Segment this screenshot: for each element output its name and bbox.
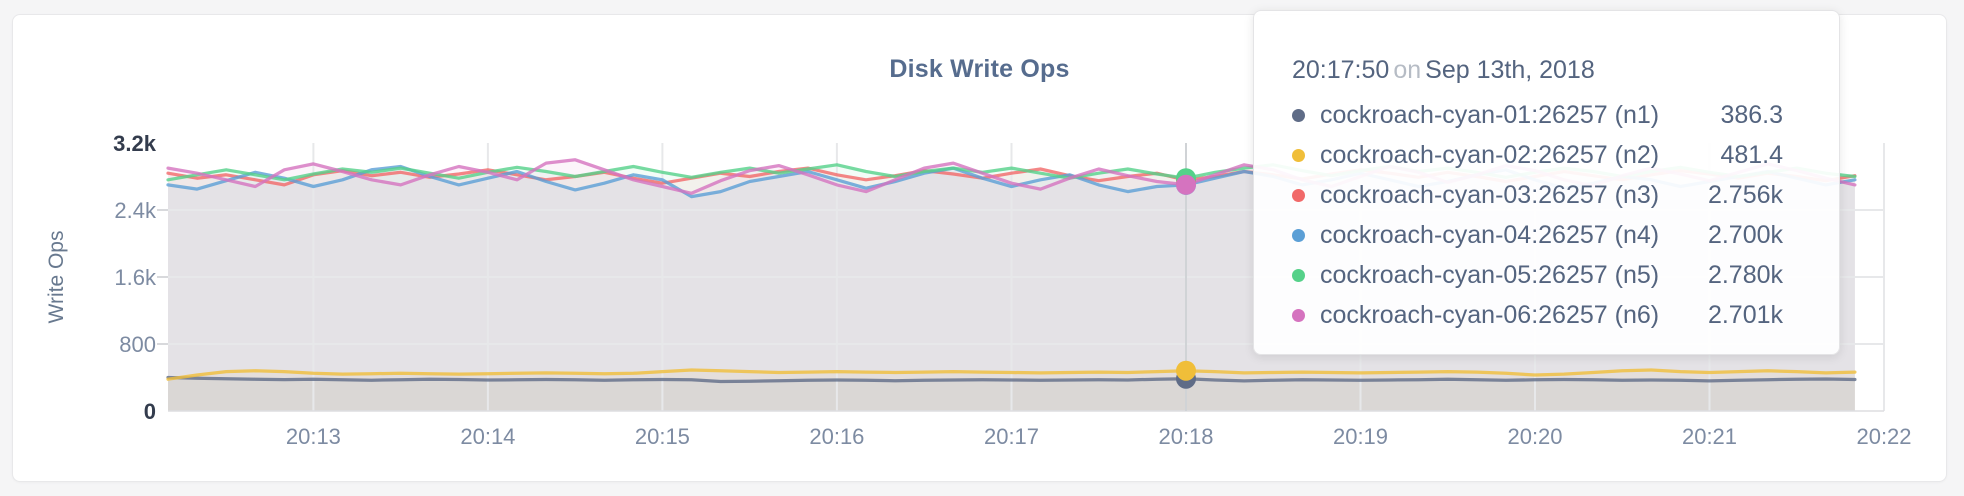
x-tick-label-20:22: 20:22 bbox=[1856, 424, 1911, 449]
x-tick-label-20:19: 20:19 bbox=[1333, 424, 1388, 449]
tooltip-row-n6: cockroach-cyan-06:26257 (n6) 2.701k bbox=[1292, 295, 1783, 335]
series-color-dot-icon bbox=[1292, 268, 1305, 282]
tooltip-row-n3: cockroach-cyan-03:26257 (n3) 2.756k bbox=[1292, 175, 1783, 215]
series-color-dot-icon bbox=[1292, 148, 1305, 162]
tooltip-series-name: cockroach-cyan-05:26257 (n5) bbox=[1320, 260, 1660, 289]
tooltip-on-word: on bbox=[1393, 56, 1422, 84]
x-tick-label-20:15: 20:15 bbox=[635, 424, 690, 449]
tooltip-row-n2: cockroach-cyan-02:26257 (n2) 481.4 bbox=[1292, 135, 1783, 175]
y-tick-label-3.2k: 3.2k bbox=[113, 131, 157, 156]
tooltip-series-name: cockroach-cyan-02:26257 (n2) bbox=[1320, 140, 1660, 169]
tooltip-time: 20:17:50 bbox=[1292, 56, 1390, 84]
tooltip-series-value: 2.780k bbox=[1707, 260, 1783, 289]
series-color-dot-icon bbox=[1292, 108, 1305, 122]
y-tick-label-2.4k: 2.4k bbox=[114, 198, 157, 223]
x-tick-label-20:17: 20:17 bbox=[984, 424, 1039, 449]
series-line-n1[interactable] bbox=[166, 375, 1857, 384]
hover-dot-n6 bbox=[1176, 174, 1196, 195]
x-tick-label-20:13: 20:13 bbox=[286, 424, 341, 449]
hover-dot-n2 bbox=[1176, 360, 1196, 381]
tooltip-series-value: 481.4 bbox=[1720, 140, 1783, 169]
tooltip-row-n1: cockroach-cyan-01:26257 (n1) 386.3 bbox=[1292, 95, 1783, 135]
tooltip-series-name: cockroach-cyan-03:26257 (n3) bbox=[1320, 180, 1660, 209]
y-tick-label-800: 800 bbox=[119, 332, 156, 357]
y-tick-label-0: 0 bbox=[144, 399, 156, 424]
x-tick-label-20:20: 20:20 bbox=[1507, 424, 1562, 449]
x-tick-label-20:21: 20:21 bbox=[1682, 424, 1737, 449]
x-tick-label-20:18: 20:18 bbox=[1158, 424, 1213, 449]
series-color-dot-icon bbox=[1292, 228, 1305, 242]
tooltip-series-value: 2.756k bbox=[1707, 180, 1783, 209]
tooltip-legend-rows: cockroach-cyan-01:26257 (n1) 386.3 cockroa… bbox=[1292, 95, 1783, 335]
series-color-dot-icon bbox=[1292, 188, 1305, 202]
y-tick-label-1.6k: 1.6k bbox=[114, 265, 157, 290]
hover-tooltip: 20:17:50 on Sep 13th, 2018 cockroach-cyan-… bbox=[1253, 10, 1840, 355]
x-tick-label-20:16: 20:16 bbox=[809, 424, 864, 449]
x-tick-label-20:14: 20:14 bbox=[460, 424, 515, 449]
tooltip-series-name: cockroach-cyan-01:26257 (n1) bbox=[1320, 100, 1660, 129]
tooltip-title: 20:17:50 on Sep 13th, 2018 bbox=[1292, 55, 1783, 85]
tooltip-series-value: 2.700k bbox=[1707, 220, 1783, 249]
tooltip-series-value: 2.701k bbox=[1707, 300, 1783, 329]
tooltip-date: Sep 13th, 2018 bbox=[1425, 56, 1595, 84]
tooltip-row-n5: cockroach-cyan-05:26257 (n5) 2.780k bbox=[1292, 255, 1783, 295]
tooltip-series-name: cockroach-cyan-06:26257 (n6) bbox=[1320, 300, 1660, 329]
series-line-n2[interactable] bbox=[166, 368, 1857, 381]
tooltip-series-name: cockroach-cyan-04:26257 (n4) bbox=[1320, 220, 1660, 249]
tooltip-series-value: 386.3 bbox=[1720, 100, 1783, 129]
series-color-dot-icon bbox=[1292, 308, 1305, 322]
tooltip-row-n4: cockroach-cyan-04:26257 (n4) 2.700k bbox=[1292, 215, 1783, 255]
chart-title: Disk Write Ops bbox=[889, 55, 1070, 83]
